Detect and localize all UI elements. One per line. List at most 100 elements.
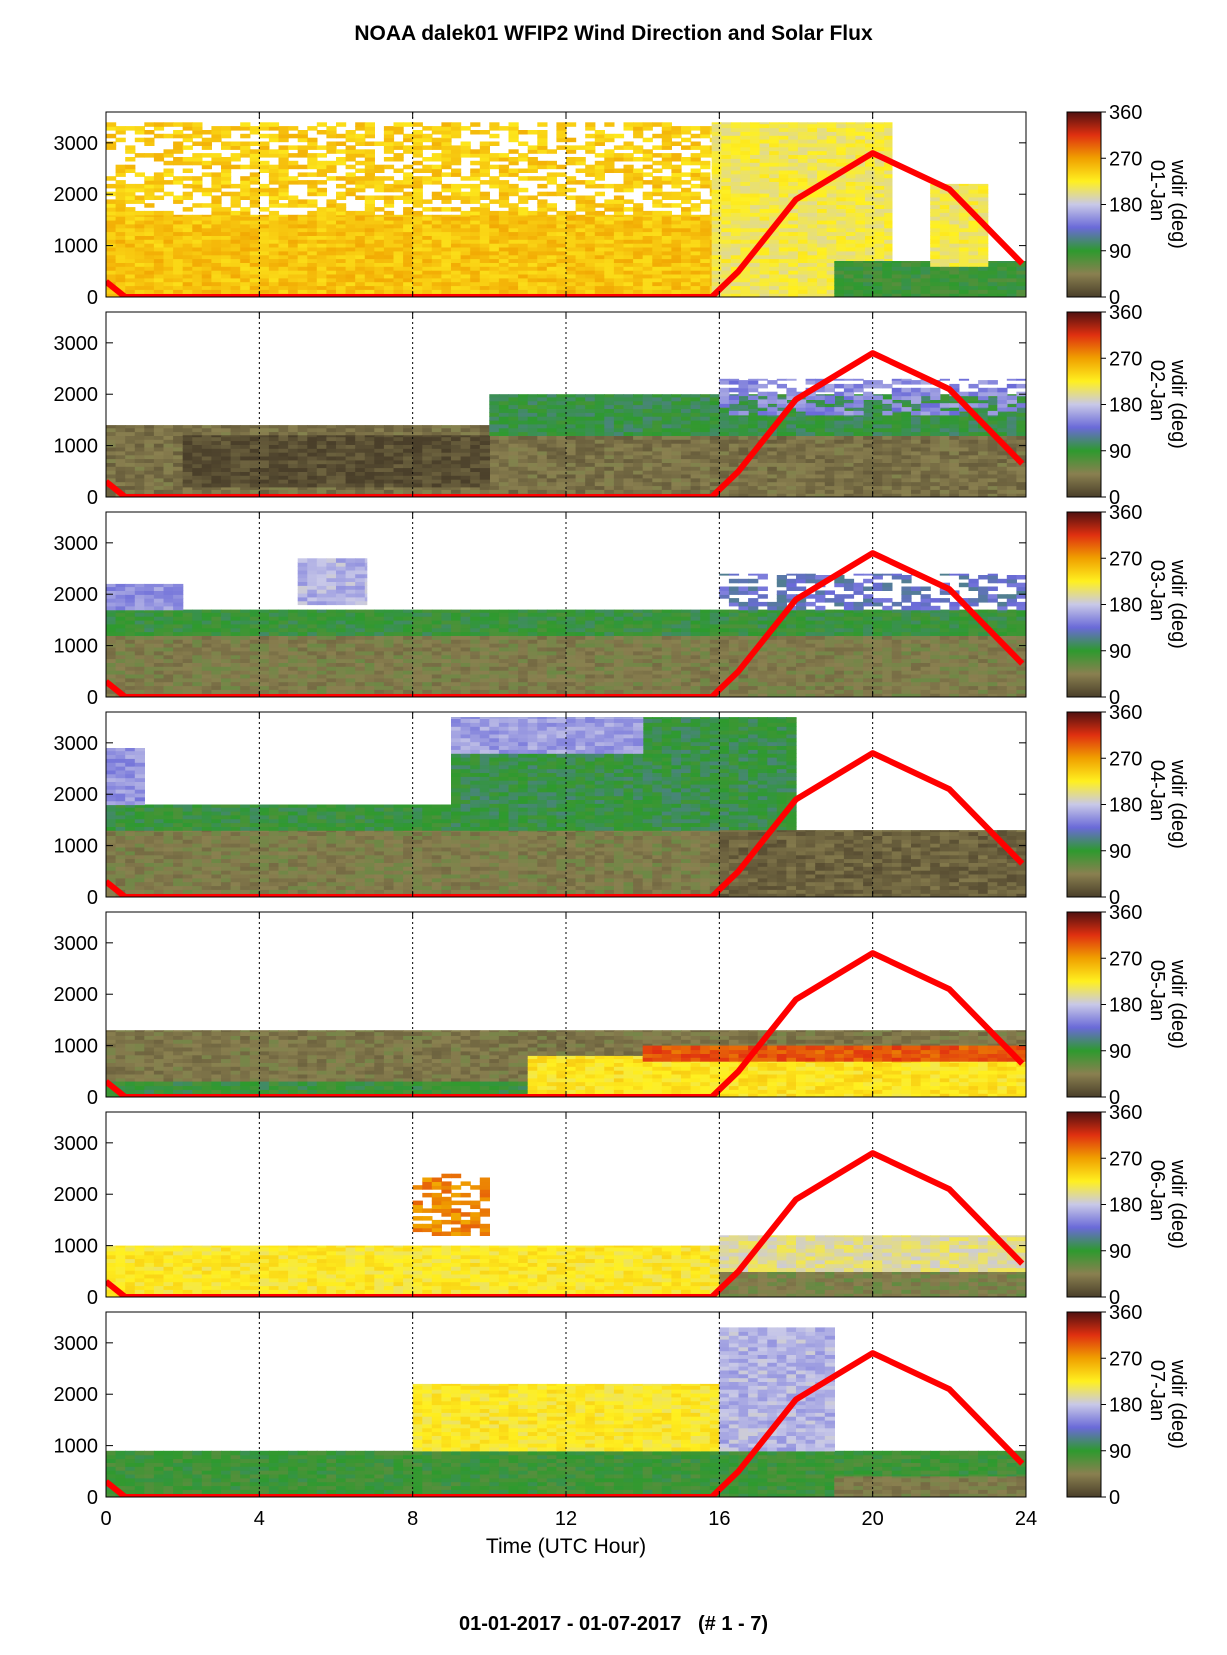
heatmap-cell <box>826 181 837 186</box>
heatmap-cell <box>633 470 644 475</box>
heatmap-cell <box>288 289 299 294</box>
heatmap-cell <box>345 157 356 162</box>
heatmap-cell <box>537 266 548 271</box>
heatmap-cell <box>125 235 136 240</box>
heatmap-cell <box>711 173 722 179</box>
heatmap-cell <box>403 270 414 275</box>
heatmap-cell <box>470 266 481 271</box>
heatmap-cell <box>711 235 722 240</box>
heatmap-cell <box>817 131 828 136</box>
heatmap-cell <box>884 227 893 233</box>
heatmap-cell <box>556 216 567 221</box>
heatmap-cell <box>958 277 970 283</box>
heatmap-cell <box>211 195 222 200</box>
heatmap-cell <box>240 258 251 263</box>
heatmap-cell <box>134 126 145 131</box>
heatmap-cell <box>845 181 856 186</box>
heatmap-cell <box>163 477 174 483</box>
heatmap-cell <box>939 262 950 267</box>
heatmap-cell <box>863 277 874 283</box>
heatmap-cell <box>884 231 893 236</box>
heatmap-cell <box>594 214 605 217</box>
heatmap-cell <box>412 489 423 494</box>
heatmap-cell <box>826 293 837 297</box>
heatmap-cell <box>364 431 375 436</box>
heatmap-cell <box>153 153 165 158</box>
heatmap-cell <box>575 145 586 150</box>
heatmap-cell <box>613 145 625 150</box>
heatmap-cell <box>259 164 270 170</box>
heatmap-cell <box>489 443 500 448</box>
heatmap-cell <box>460 281 471 287</box>
colorbar-tick-label: 270 <box>1109 148 1142 170</box>
heatmap-cell <box>125 289 136 294</box>
heatmap-cell <box>470 489 481 494</box>
heatmap-cell <box>518 281 529 287</box>
heatmap-cell <box>249 172 260 177</box>
heatmap-cell <box>518 195 529 200</box>
heatmap-cell <box>498 439 510 444</box>
heatmap-cell <box>508 458 519 463</box>
heatmap-cell <box>778 254 789 260</box>
heatmap-cell <box>788 235 799 240</box>
heatmap-cell <box>153 133 165 139</box>
heatmap-cell <box>613 443 625 448</box>
heatmap-cell <box>594 183 605 189</box>
heatmap-cell <box>575 262 586 267</box>
heatmap-cell <box>163 289 174 294</box>
heatmap-cell <box>307 431 318 436</box>
heatmap-cell <box>920 293 931 297</box>
heatmap-cell <box>278 223 289 229</box>
heatmap-cell <box>134 210 145 216</box>
heatmap-cell <box>240 231 251 236</box>
heatmap-cell <box>661 153 672 158</box>
heatmap-cell <box>817 177 828 182</box>
heatmap-cell <box>968 273 979 279</box>
heatmap-cell <box>355 431 366 436</box>
heatmap-cell <box>192 176 203 181</box>
heatmap-cell <box>845 150 856 155</box>
heatmap-cell <box>721 235 732 240</box>
heatmap-cell <box>479 227 490 233</box>
heatmap-cell <box>901 273 912 279</box>
heatmap-cell <box>853 262 864 267</box>
heatmap-cell <box>786 454 797 460</box>
heatmap-cell <box>759 173 770 179</box>
heatmap-cell <box>163 258 174 263</box>
heatmap-cell <box>451 281 462 287</box>
heatmap-cell <box>192 262 203 267</box>
heatmap-cell <box>288 262 299 267</box>
heatmap-cell <box>796 473 807 479</box>
heatmap-cell <box>431 254 442 260</box>
heatmap-cell <box>872 289 883 294</box>
heatmap-cell <box>759 123 770 129</box>
heatmap-cell <box>211 270 222 275</box>
heatmap-cell <box>939 216 950 221</box>
heatmap-cell <box>585 246 596 252</box>
heatmap-cell <box>441 250 452 256</box>
heatmap-cell <box>211 277 222 283</box>
heatmap-cell <box>451 145 462 150</box>
heatmap-cell <box>690 133 701 139</box>
heatmap-cell <box>431 235 442 240</box>
heatmap-cell <box>106 176 117 181</box>
heatmap-cell <box>797 181 809 186</box>
heatmap-cell <box>441 273 452 279</box>
heatmap-cell <box>652 133 663 139</box>
heatmap-cell <box>661 180 672 185</box>
heatmap-cell <box>642 153 653 158</box>
heatmap-cell <box>652 470 663 475</box>
heatmap-cell <box>709 285 713 290</box>
heatmap-cell <box>594 435 605 440</box>
heatmap-cell <box>153 258 165 263</box>
heatmap-cell <box>642 485 653 490</box>
heatmap-cell <box>968 239 979 244</box>
heatmap-cell <box>575 216 586 221</box>
heatmap-cell <box>125 266 136 271</box>
heatmap-cell <box>681 231 692 236</box>
heatmap-cell <box>721 285 732 290</box>
heatmap-cell <box>249 489 260 494</box>
heatmap-cell <box>690 219 701 225</box>
heatmap-cell <box>278 126 289 131</box>
heatmap-cell <box>383 489 395 494</box>
